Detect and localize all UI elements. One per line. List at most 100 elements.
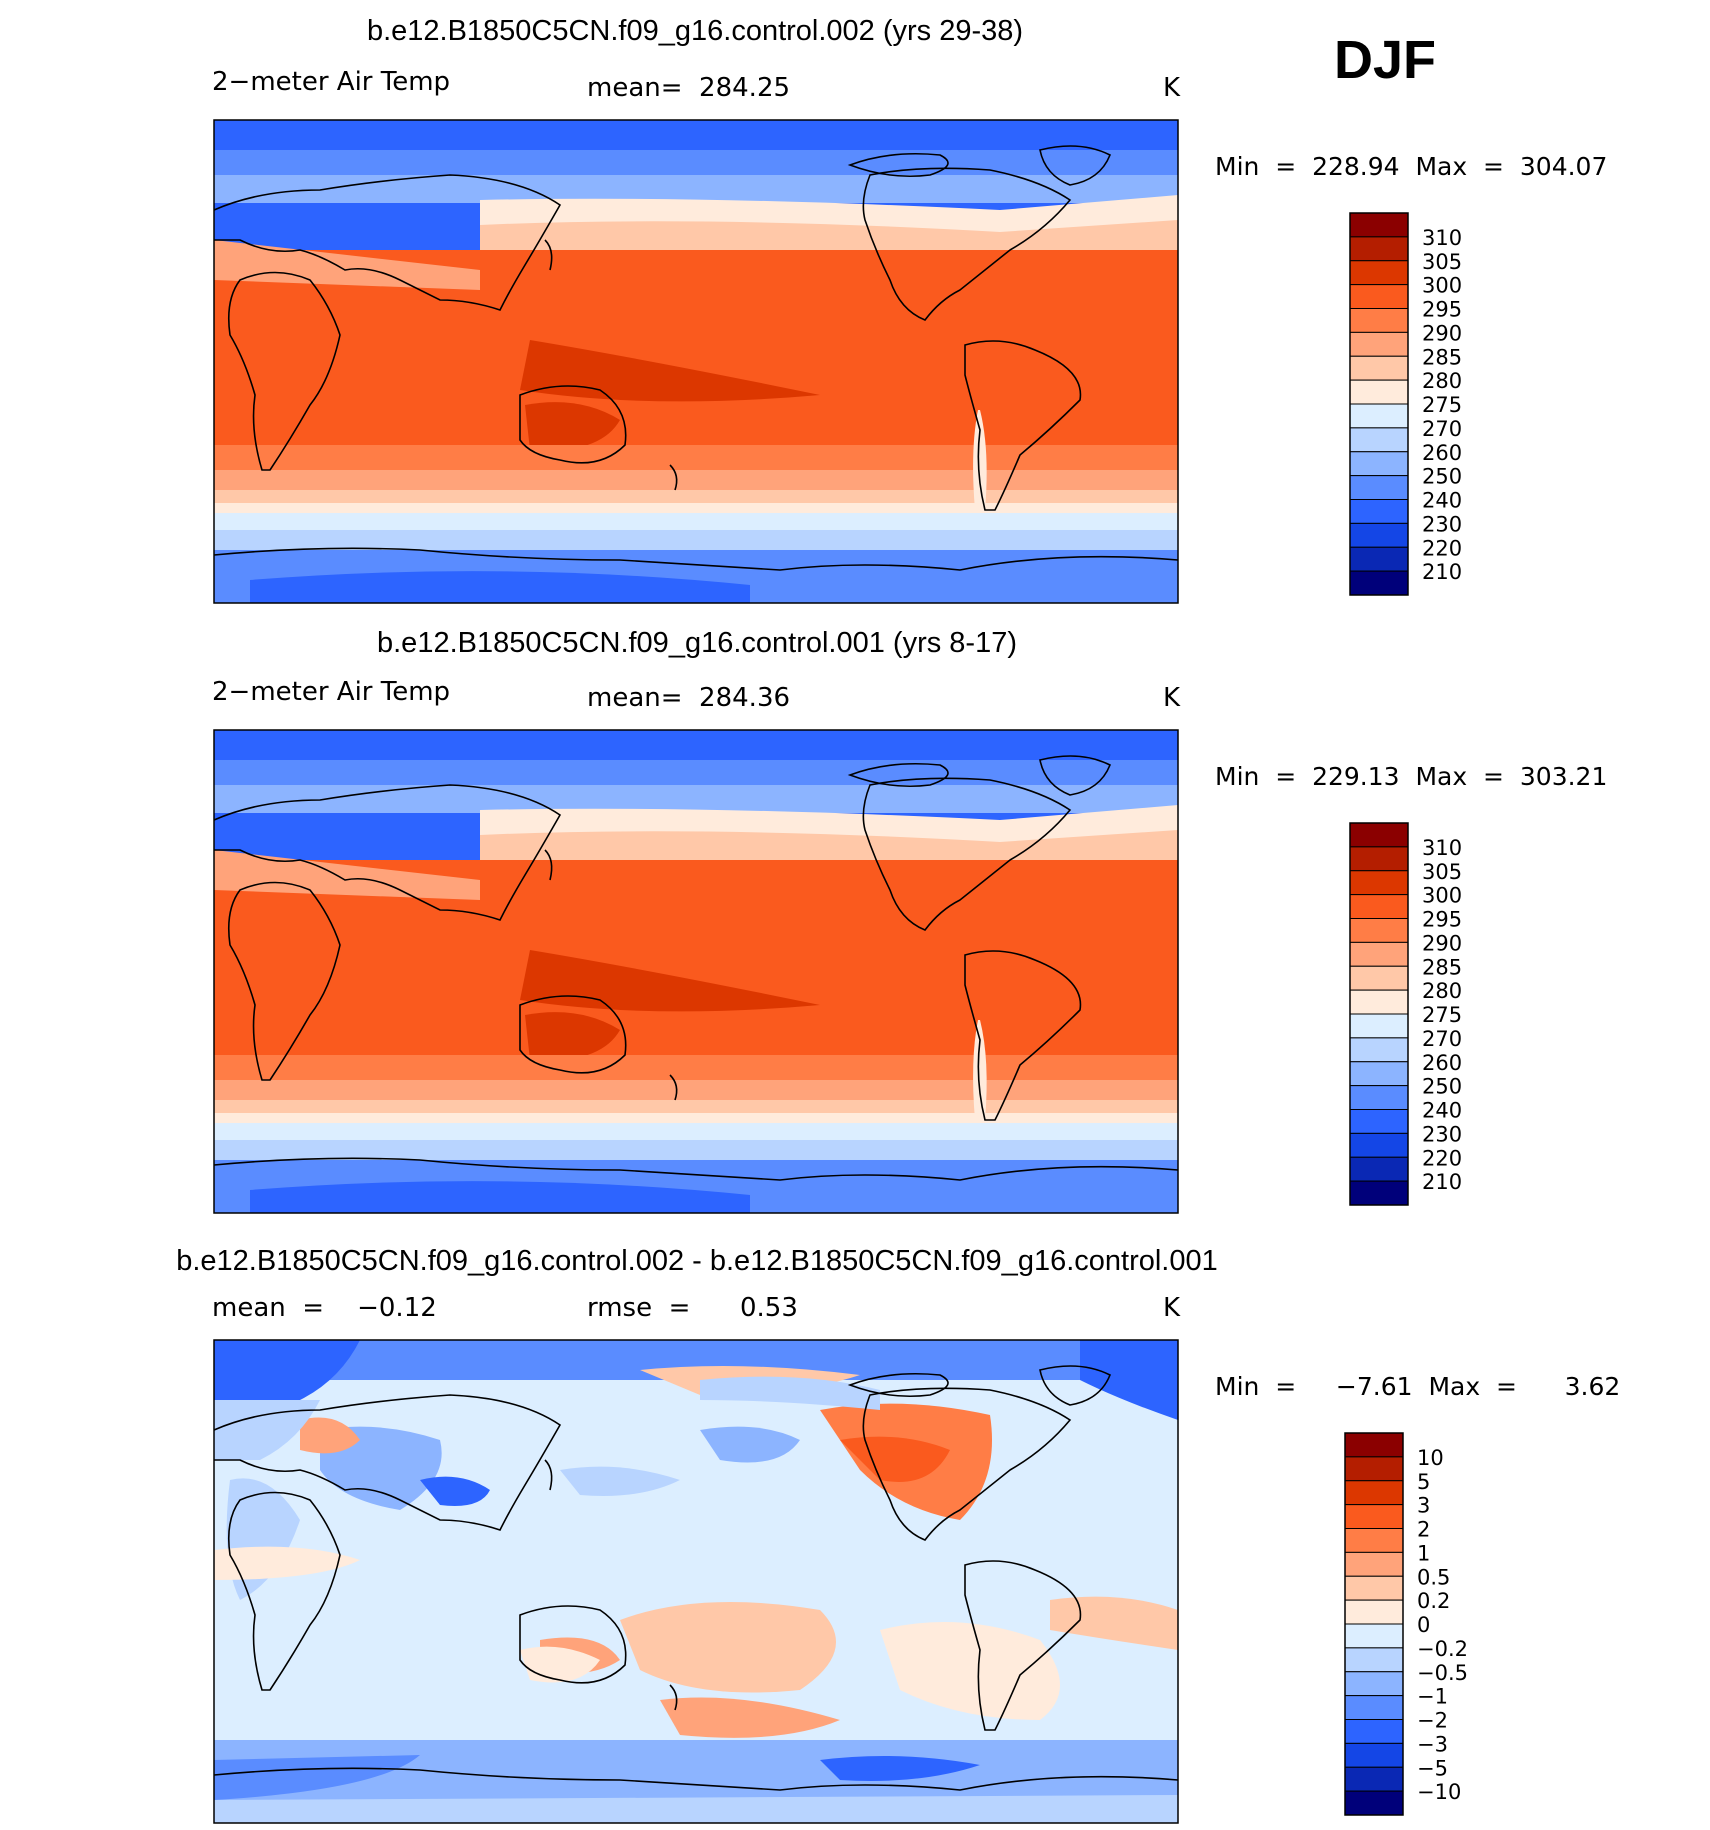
colorbar-tick-label: 240: [1422, 1099, 1462, 1123]
colorbar-frame: [1349, 822, 1409, 1206]
colorbar-tick-label: −2: [1417, 1709, 1448, 1733]
colorbar-tick-label: 285: [1422, 345, 1462, 369]
field-band: [214, 1113, 1178, 1125]
colorbar-tick-label: 250: [1422, 465, 1462, 489]
colorbar-bin: [1349, 355, 1409, 381]
panel-middle-coastlines: [214, 755, 1178, 1181]
field-band: [520, 1646, 600, 1683]
panel-middle-title: b.e12.B1850C5CN.f09_g16.control.001 (yrs…: [377, 627, 1017, 659]
coastline-eurasia: [214, 1394, 562, 1531]
coastline-antarctica: [214, 1157, 1178, 1181]
colorbar-bin: [1344, 1671, 1404, 1697]
field-band: [250, 1181, 750, 1213]
field-band: [420, 1476, 490, 1506]
colorbar-tick-label: 220: [1422, 536, 1462, 560]
field-band: [520, 950, 820, 1012]
colorbar-tick-label: 305: [1422, 860, 1462, 884]
panel-bottom: b.e12.B1850C5CN.f09_g16.control.002 - b.…: [176, 1245, 1620, 1824]
field-band: [214, 175, 1178, 203]
field-band: [214, 1340, 360, 1400]
coastline-north-america: [862, 167, 1072, 321]
colorbar-bin: [1344, 1790, 1404, 1816]
field-band: [525, 402, 620, 451]
field-band: [214, 1123, 1178, 1143]
colorbar-bin: [1349, 451, 1409, 477]
field-band: [820, 1756, 980, 1781]
field-band: [660, 1697, 840, 1738]
colorbar-tick-label: 260: [1422, 1051, 1462, 1075]
colorbar-tick-label: −5: [1417, 1756, 1448, 1780]
colorbar-bin: [1344, 1432, 1404, 1458]
field-band: [214, 1140, 1178, 1162]
colorbar-tick-label: 240: [1422, 489, 1462, 513]
colorbar-tick-label: 0.2: [1417, 1589, 1450, 1613]
coastline-japan: [544, 1459, 553, 1491]
field-band: [214, 1546, 360, 1580]
colorbar-tick-label: 305: [1422, 250, 1462, 274]
panel-middle-variable: 2−meter Air Temp: [212, 677, 450, 707]
colorbar-tick-label: 290: [1422, 931, 1462, 955]
colorbar-bin: [1349, 965, 1409, 991]
field-band: [214, 1755, 420, 1800]
colorbar-bin: [1349, 870, 1409, 896]
colorbar-tick-label: 300: [1422, 274, 1462, 298]
colorbar-bin: [1349, 1061, 1409, 1087]
colorbar-tick-label: 295: [1422, 908, 1462, 932]
colorbar-bin: [1349, 427, 1409, 453]
field-band: [214, 240, 480, 290]
colorbar-tick-label: 310: [1422, 836, 1462, 860]
colorbar-bin: [1349, 403, 1409, 429]
colorbar-bin: [1349, 1109, 1409, 1134]
field-band: [214, 513, 1178, 533]
field-band: [880, 1622, 1060, 1720]
panel-middle-colorbar: 3103053002952902852802752702602502402302…: [1349, 822, 1462, 1206]
field-band: [214, 1400, 320, 1460]
coastline-japan: [544, 849, 553, 881]
coastline-greenland: [1039, 755, 1112, 796]
field-band: [214, 1795, 1178, 1823]
panel-bottom-map: [214, 1340, 1178, 1823]
colorbar-bin: [1349, 894, 1409, 919]
panel-middle-mean: mean= 284.36: [587, 683, 790, 713]
colorbar-tick-label: 310: [1422, 226, 1462, 250]
colorbar-bin: [1344, 1480, 1404, 1506]
colorbar-tick-label: 210: [1422, 1170, 1462, 1194]
panel-top-title: b.e12.B1850C5CN.f09_g16.control.002 (yrs…: [367, 15, 1023, 47]
colorbar-bin: [1349, 260, 1409, 286]
field-band: [214, 1080, 1178, 1102]
colorbar-bin: [1349, 1037, 1409, 1063]
colorbar-tick-label: 280: [1422, 979, 1462, 1003]
colorbar-bin: [1344, 1528, 1404, 1553]
colorbar-bin: [1344, 1551, 1404, 1577]
colorbar-bin: [1349, 1013, 1409, 1039]
season-label: DJF: [1334, 30, 1436, 90]
colorbar-bin: [1349, 499, 1409, 524]
colorbar-bin: [1344, 1599, 1404, 1625]
colorbar-bin: [1344, 1575, 1404, 1601]
colorbar-bin: [1349, 1156, 1409, 1182]
coastline-north-america: [862, 777, 1072, 931]
field-band: [560, 1466, 680, 1496]
colorbar-tick-label: 300: [1422, 884, 1462, 908]
field-band: [214, 1100, 1178, 1115]
field-band: [700, 1426, 800, 1463]
colorbar-bin: [1349, 846, 1409, 872]
colorbar-tick-label: 275: [1422, 393, 1462, 417]
panel-middle-range: Min = 229.13 Max = 303.21: [1215, 762, 1607, 791]
colorbar-bin: [1349, 941, 1409, 967]
coastline-africa: [227, 881, 341, 1081]
coastline-australia: [519, 385, 627, 464]
coastline-eurasia: [214, 174, 562, 311]
field-band: [214, 850, 480, 900]
colorbar-bin: [1344, 1456, 1404, 1482]
coastline-north-america: [862, 1387, 1072, 1541]
colorbar-tick-label: 260: [1422, 441, 1462, 465]
panel-bottom-title: b.e12.B1850C5CN.f09_g16.control.002 - b.…: [176, 1245, 1218, 1277]
field-band: [214, 470, 1178, 492]
coastline-greenland: [1039, 1365, 1112, 1406]
field-band: [214, 490, 1178, 505]
field-band: [214, 503, 1178, 515]
colorbar-bin: [1349, 308, 1409, 333]
